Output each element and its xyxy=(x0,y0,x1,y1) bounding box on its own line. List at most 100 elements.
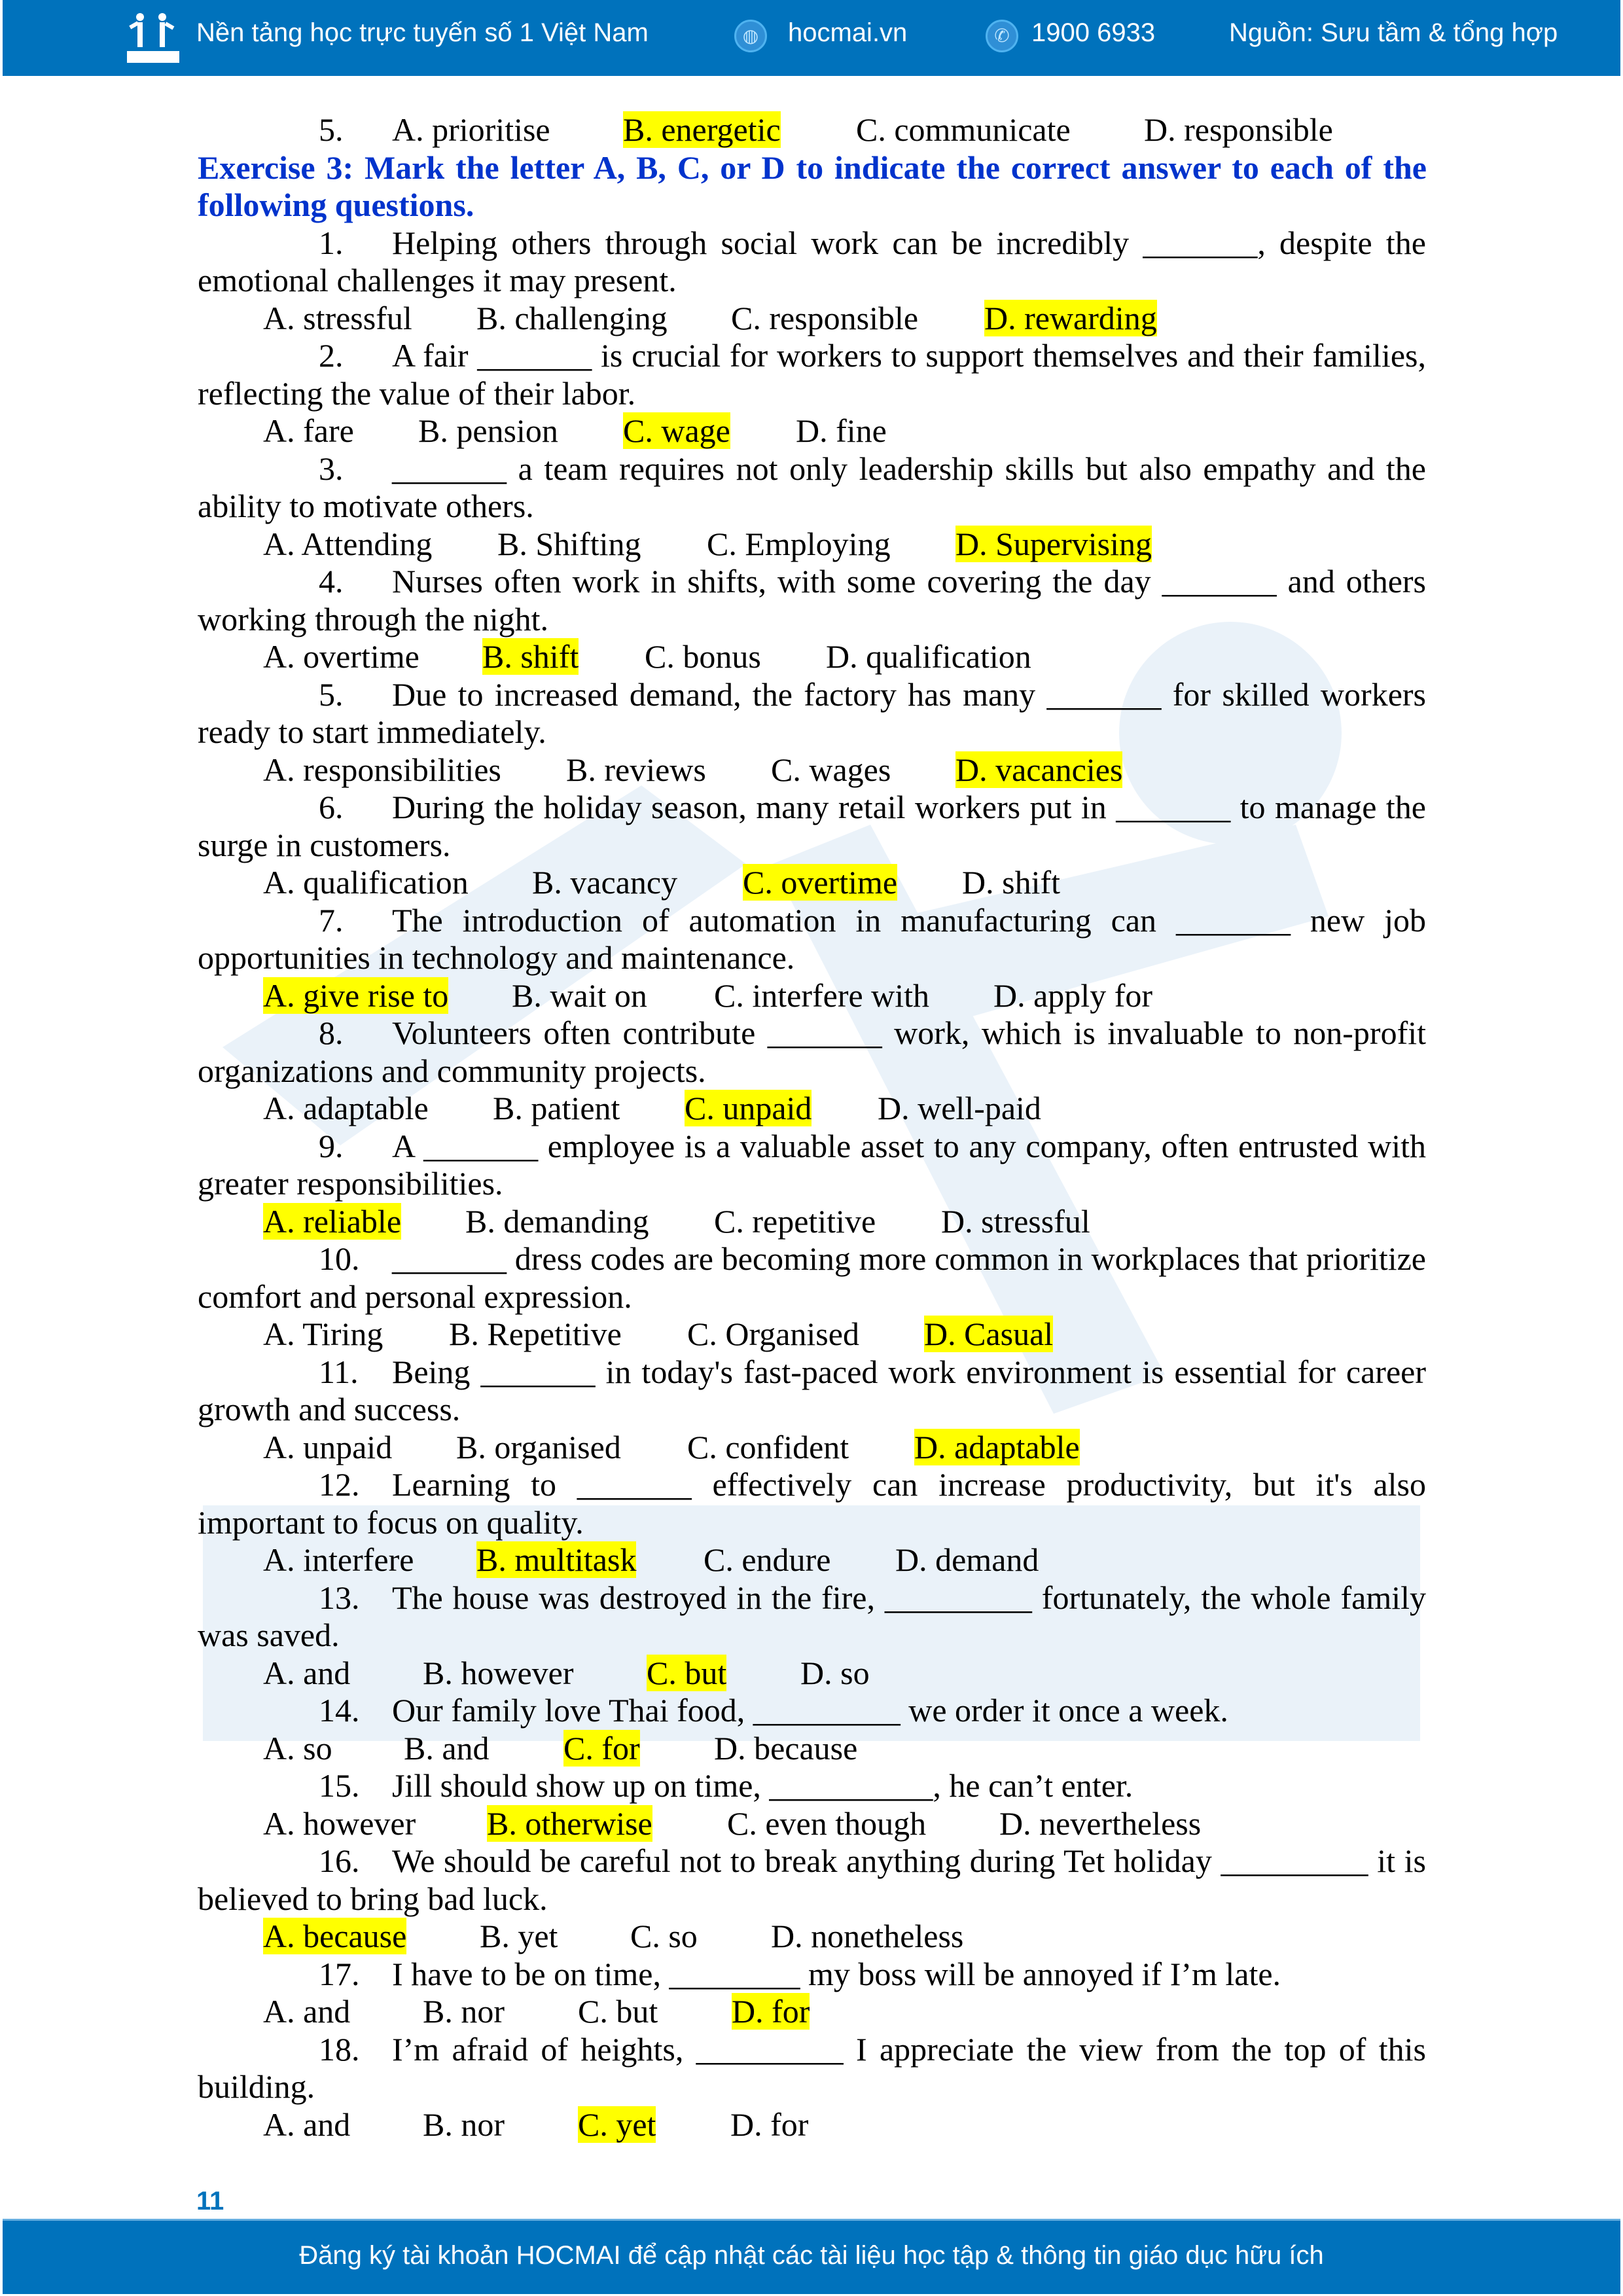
answer-option-slot: B. demanding xyxy=(465,1203,714,1241)
answer-option-a[interactable]: A. and xyxy=(263,2106,351,2143)
answer-option-d[interactable]: D. rewarding xyxy=(984,299,1157,336)
answer-option-a[interactable]: A. interfere xyxy=(263,1541,414,1578)
answer-option-b[interactable]: B. nor xyxy=(423,2106,505,2143)
answer-option-b[interactable]: B. vacancy xyxy=(532,864,678,901)
answer-option-d[interactable]: D. qualification xyxy=(826,638,1031,675)
answer-option-c[interactable]: C. communicate xyxy=(856,111,1071,148)
answer-option-d[interactable]: D. because xyxy=(714,1729,858,1767)
answer-option-c[interactable]: C. yet xyxy=(578,2106,656,2143)
answer-option-d[interactable]: D. fine xyxy=(796,412,887,449)
answer-option-a[interactable]: A. so xyxy=(263,1729,332,1767)
answer-option-a[interactable]: A. fare xyxy=(263,412,354,449)
answer-option-b[interactable]: B. Repetitive xyxy=(449,1316,622,1352)
answer-option-d[interactable]: D. for xyxy=(730,2106,809,2143)
answer-option-c[interactable]: C. unpaid xyxy=(685,1090,812,1126)
answer-option-b[interactable]: B. and xyxy=(404,1729,490,1767)
exercise-content: 5. A. prioritise B. energetic C. communicat… xyxy=(0,111,1623,2144)
answer-option-a[interactable]: A. Tiring xyxy=(263,1316,383,1352)
answer-option-b[interactable]: B. shift xyxy=(482,638,579,675)
header-website-link[interactable]: hocmai.vn xyxy=(788,18,908,47)
answer-option-b[interactable]: B. yet xyxy=(480,1918,558,1954)
answer-option-c[interactable]: C. Employing xyxy=(707,525,891,562)
answer-option-c[interactable]: C. endure xyxy=(704,1541,831,1578)
answer-option-c[interactable]: C. for xyxy=(563,1729,640,1767)
answer-option-slot: C. but xyxy=(647,1654,800,1693)
header-phone[interactable]: 1900 6933 xyxy=(1031,18,1156,47)
answer-option-b[interactable]: B. reviews xyxy=(566,751,706,788)
answer-option-a[interactable]: A. responsibilities xyxy=(263,751,501,788)
answer-option-b[interactable]: B. energetic xyxy=(623,111,781,148)
answer-option-d[interactable]: D. so xyxy=(800,1654,870,1691)
answer-option-d[interactable]: D. for xyxy=(732,1993,810,2030)
answer-option-a[interactable]: A. prioritise xyxy=(392,111,550,148)
answer-option-slot: C. but xyxy=(578,1993,732,2031)
answer-option-a[interactable]: A. adaptable xyxy=(263,1090,429,1126)
question-number: 17. xyxy=(319,1955,360,1992)
answer-option-b[interactable]: B. nor xyxy=(423,1993,505,2030)
answer-option-d[interactable]: D. Casual xyxy=(924,1316,1054,1352)
answer-option-c[interactable]: C. interfere with xyxy=(714,977,930,1014)
answer-option-b[interactable]: B. demanding xyxy=(465,1202,649,1240)
answer-option-slot: C. bonus xyxy=(645,638,826,676)
answer-option-a[interactable]: A. reliable xyxy=(263,1202,402,1240)
answer-option-c[interactable]: C. but xyxy=(578,1993,658,2030)
answer-option-a[interactable]: A. and xyxy=(263,1654,351,1691)
answer-option-b[interactable]: B. challenging xyxy=(476,299,668,336)
answer-option-c[interactable]: C. so xyxy=(630,1918,698,1954)
answer-option-slot: C. communicate xyxy=(856,111,1144,149)
answer-option-a[interactable]: A. stressful xyxy=(263,299,412,336)
answer-option-c[interactable]: C. bonus xyxy=(645,638,761,675)
answer-option-c[interactable]: C. even though xyxy=(727,1804,927,1842)
answer-option-c[interactable]: C. overtime xyxy=(743,864,898,901)
answer-option-a[interactable]: A. give rise to xyxy=(263,977,449,1014)
answer-option-d[interactable]: D. adaptable xyxy=(914,1428,1080,1465)
answer-option-b[interactable]: B. however xyxy=(423,1654,574,1691)
answer-option-d[interactable]: D. nonetheless xyxy=(771,1918,964,1954)
answer-option-a[interactable]: A. overtime xyxy=(263,638,419,675)
answer-option-a[interactable]: A. qualification xyxy=(263,864,469,901)
answer-option-d[interactable]: D. Supervising xyxy=(955,525,1152,562)
answer-option-a[interactable]: A. unpaid xyxy=(263,1428,393,1465)
answer-option-slot: B. nor xyxy=(423,2106,578,2144)
question-number: 3. xyxy=(319,450,344,487)
answer-option-a[interactable]: A. Attending xyxy=(263,525,433,562)
answer-option-d[interactable]: D. responsible xyxy=(1144,111,1333,148)
answer-option-b[interactable]: B. multitask xyxy=(476,1541,637,1578)
answer-option-slot: C. responsible xyxy=(731,300,984,338)
answer-option-a[interactable]: A. and xyxy=(263,1993,351,2030)
answer-option-d[interactable]: D. apply for xyxy=(993,977,1152,1014)
question-stem-line: 15. Jill should show up on time, ________… xyxy=(0,1767,1623,1805)
question-number: 2. xyxy=(319,337,344,374)
answer-option-b[interactable]: B. organised xyxy=(456,1428,621,1465)
answer-option-d[interactable]: D. stressful xyxy=(941,1202,1090,1240)
answer-option-c[interactable]: C. wages xyxy=(771,751,891,788)
answer-option-c[interactable]: C. but xyxy=(647,1654,727,1691)
answer-option-c[interactable]: C. Organised xyxy=(687,1316,859,1352)
answer-option-d[interactable]: D. vacancies xyxy=(955,751,1123,788)
answer-option-b[interactable]: B. patient xyxy=(493,1090,620,1126)
answer-option-b[interactable]: B. pension xyxy=(418,412,558,449)
answer-option-a[interactable]: A. however xyxy=(263,1804,416,1842)
answer-option-c[interactable]: C. wage xyxy=(623,412,730,449)
question-stem-continued: greater responsibilities. xyxy=(198,1165,503,1202)
question-number: 9. xyxy=(319,1127,344,1164)
question-stem-line: 10. _______ dress codes are becoming more… xyxy=(0,1240,1623,1278)
answer-option-d[interactable]: D. nevertheless xyxy=(999,1804,1202,1842)
question-stem-continued-line: ability to motivate others. xyxy=(0,488,1623,526)
answer-option-b[interactable]: B. otherwise xyxy=(487,1804,652,1842)
question-options: A. so B. and C. for D. because xyxy=(0,1729,1623,1768)
answer-option-d[interactable]: D. shift xyxy=(962,864,1060,901)
footer-text[interactable]: Đăng ký tài khoản HOCMAI để cập nhật các… xyxy=(299,2241,1324,2270)
answer-option-d[interactable]: D. demand xyxy=(895,1541,1039,1578)
answer-option-c[interactable]: C. confident xyxy=(687,1428,849,1465)
answer-option-b[interactable]: B. Shifting xyxy=(497,525,641,562)
question-stem-continued-line: greater responsibilities. xyxy=(0,1165,1623,1203)
question-stem-continued-line: important to focus on quality. xyxy=(0,1504,1623,1542)
answer-option-c[interactable]: C. responsible xyxy=(731,299,919,336)
answer-option-c[interactable]: C. repetitive xyxy=(714,1202,876,1240)
answer-option-d[interactable]: D. well-paid xyxy=(878,1090,1041,1126)
answer-option-a[interactable]: A. because xyxy=(263,1918,407,1954)
answer-option-b[interactable]: B. wait on xyxy=(512,977,647,1014)
answer-option-slot: D. vacancies xyxy=(955,751,1134,789)
answer-option-slot: A. stressful xyxy=(263,300,476,338)
